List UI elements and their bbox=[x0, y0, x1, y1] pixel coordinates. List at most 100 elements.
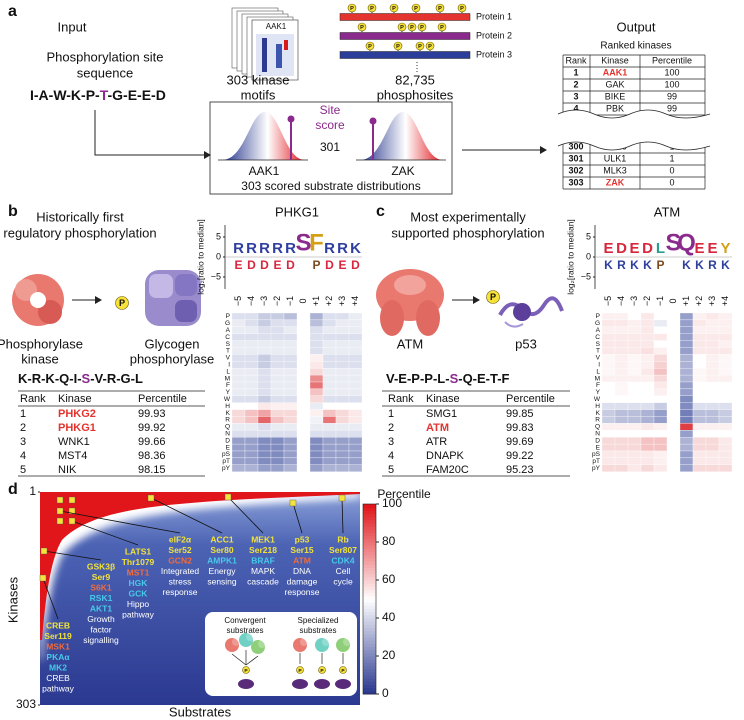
heat-cell bbox=[614, 416, 629, 424]
position-label: +4 bbox=[720, 296, 730, 306]
substrate-marker bbox=[56, 496, 64, 504]
phospho-label: P bbox=[440, 25, 444, 31]
heat-cell bbox=[601, 347, 616, 355]
motif-cards bbox=[231, 7, 299, 81]
colorbar-step bbox=[363, 643, 376, 647]
panel-title: Most experimentally bbox=[410, 209, 526, 224]
heat-cell bbox=[244, 457, 259, 465]
y-tick-label: 5 bbox=[216, 231, 221, 241]
colorbar-step bbox=[363, 564, 376, 568]
heat-cell bbox=[627, 374, 642, 383]
residues: -Q-E-T-F bbox=[458, 371, 509, 386]
heat-cell bbox=[309, 443, 324, 452]
heat-cell bbox=[283, 326, 298, 334]
heat-cell bbox=[257, 430, 272, 438]
heat-cell bbox=[653, 333, 668, 341]
phospho-label: P bbox=[420, 25, 424, 31]
row-label: P bbox=[226, 313, 230, 320]
heat-cell bbox=[257, 450, 272, 459]
position-label: −1 bbox=[285, 296, 295, 306]
phospho-label: P bbox=[368, 44, 372, 50]
heat-cell bbox=[640, 312, 655, 321]
pathway: DNA bbox=[293, 566, 311, 576]
colorbar-step bbox=[363, 532, 376, 537]
heat-cell bbox=[270, 333, 285, 341]
heat-cell bbox=[705, 402, 720, 410]
rank: 1 bbox=[573, 67, 578, 77]
heat-cell bbox=[335, 374, 350, 383]
logo-letter: E bbox=[629, 240, 639, 257]
pathway: Cell bbox=[336, 566, 351, 576]
colorbar-step bbox=[363, 548, 376, 552]
sequence: V-E-P-P-L-S-Q-E-T-F bbox=[386, 371, 510, 386]
substrate-marker bbox=[68, 517, 76, 525]
row-label: M bbox=[595, 375, 600, 382]
row-label: D bbox=[225, 437, 230, 444]
colorbar-step bbox=[363, 576, 376, 581]
logo-letter: E bbox=[694, 240, 704, 257]
heat-cell bbox=[679, 368, 694, 376]
heat-cell bbox=[348, 312, 363, 321]
heat-cell bbox=[283, 457, 298, 465]
residues: -V-R-G-L bbox=[90, 371, 143, 386]
heat-cell bbox=[257, 416, 272, 424]
heat-cell bbox=[640, 347, 655, 355]
heat-cell bbox=[705, 340, 720, 348]
colorbar-frame bbox=[362, 503, 377, 695]
card-heatmap bbox=[276, 44, 282, 68]
heat-cell bbox=[653, 437, 668, 445]
heat-cell bbox=[705, 354, 720, 362]
heat-cell bbox=[601, 416, 616, 424]
colorbar-step bbox=[363, 684, 376, 689]
heat-cell bbox=[335, 437, 350, 445]
p53-structure bbox=[498, 296, 564, 328]
heat-cell bbox=[231, 457, 246, 465]
rank: 300 bbox=[568, 141, 583, 151]
heat-cell bbox=[627, 347, 642, 355]
heat-cell bbox=[270, 457, 285, 465]
heat-cell bbox=[283, 347, 298, 355]
caption: 82,735 bbox=[395, 72, 435, 87]
colorbar-step bbox=[363, 526, 376, 530]
protein-blob bbox=[498, 296, 564, 317]
heat-cell bbox=[705, 333, 720, 341]
panel-title: regulatory phosphorylation bbox=[3, 225, 156, 240]
heat-cell bbox=[705, 437, 720, 445]
heat-cell bbox=[270, 347, 285, 355]
percentile: 100 bbox=[664, 79, 679, 89]
heat-cell bbox=[679, 347, 694, 355]
heat-cell bbox=[614, 326, 629, 334]
heat-cell bbox=[627, 333, 642, 341]
colorbar-step bbox=[363, 589, 376, 594]
heat-cell bbox=[309, 368, 324, 376]
caption: Ranked kinases bbox=[600, 41, 671, 52]
logo-letter: R bbox=[259, 240, 270, 257]
heat-cell bbox=[614, 354, 629, 362]
heat-cell bbox=[627, 368, 642, 376]
heat-cell bbox=[257, 312, 272, 321]
heat-cell bbox=[244, 464, 259, 472]
distribution bbox=[222, 112, 305, 160]
inset-label: Specialized bbox=[298, 616, 339, 625]
kinase: BRAF bbox=[251, 555, 275, 565]
pathway: pathway bbox=[122, 609, 154, 619]
row-label: F bbox=[226, 382, 230, 389]
heat-cell bbox=[335, 333, 350, 341]
heat-cell bbox=[653, 423, 668, 431]
heat-cell bbox=[283, 368, 298, 376]
heat-cell bbox=[270, 416, 285, 424]
heat-cell bbox=[692, 443, 707, 452]
kinase: GCN2 bbox=[168, 555, 192, 565]
substrate: CREB bbox=[46, 620, 70, 630]
substrate-marker bbox=[56, 507, 64, 515]
heat-cell bbox=[309, 423, 324, 431]
position-label: −5 bbox=[603, 296, 613, 306]
y-tick-label: 0 bbox=[586, 251, 591, 261]
colorbar-step bbox=[363, 640, 376, 644]
heat-cell bbox=[692, 450, 707, 459]
y-tick-label: 303 bbox=[16, 697, 36, 711]
phospho-marker bbox=[393, 41, 403, 51]
heat-cell bbox=[718, 464, 733, 472]
arrow-head bbox=[95, 296, 102, 304]
heat-cell bbox=[283, 381, 298, 390]
